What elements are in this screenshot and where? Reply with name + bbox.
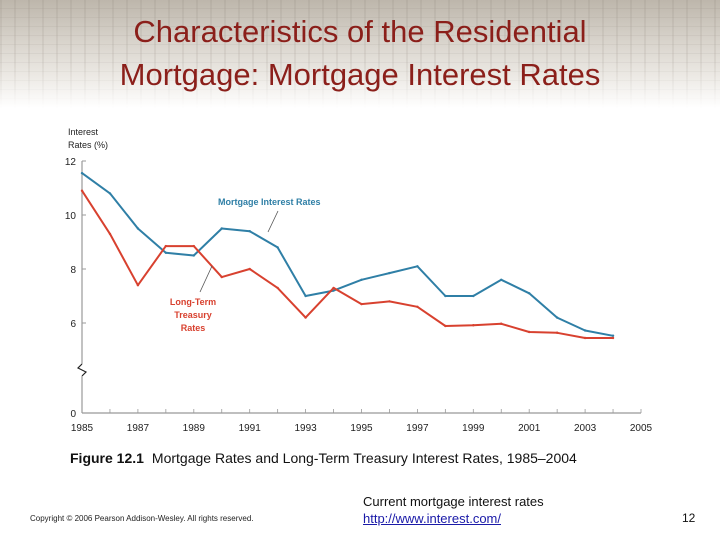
y-tick-label: 10	[65, 211, 77, 222]
treasury-rate-line-point	[248, 267, 251, 271]
x-tick-label: 1997	[406, 423, 429, 434]
x-tick-label: 1993	[294, 423, 317, 434]
treasury-series-label-line-2: Treasury	[174, 310, 212, 320]
treasury-rate-line-point	[360, 302, 363, 306]
treasury-rate-line-point	[192, 244, 195, 248]
y-axis-break	[76, 363, 88, 377]
mortgage-rate-line-point	[276, 246, 279, 249]
slide-title-line-2: Mortgage: Mortgage Interest Rates	[119, 57, 601, 92]
x-tick-label: 1987	[127, 423, 150, 434]
current-rates-text: Current mortgage interest rates	[363, 494, 544, 509]
treasury-rate-line-point	[80, 189, 84, 192]
slide-title: Characteristics of the Residential Mortg…	[0, 10, 720, 96]
treasury-series-label-line-1: Long-Term	[170, 297, 216, 307]
x-tick-label: 2003	[574, 423, 597, 434]
mortgage-rate-line-point	[388, 271, 391, 275]
y-tick-label: 8	[70, 265, 76, 276]
slide-number: 12	[682, 511, 696, 525]
x-tick-label: 2001	[518, 423, 541, 434]
treasury-rate-line-point	[472, 324, 475, 327]
treasury-rate-line-point	[555, 331, 559, 334]
mortgage-rate-line-point	[500, 278, 503, 281]
mortgage-rate-line-point	[136, 227, 140, 230]
mortgage-rate-line-point	[164, 251, 168, 254]
treasury-rate-line-point	[276, 286, 279, 290]
mortgage-rate-line-point	[80, 171, 84, 175]
x-tick-label: 1989	[183, 423, 206, 434]
mortgage-rate-line	[81, 172, 614, 337]
mortgage-rate-line-point	[528, 292, 531, 295]
x-tick-label: 1995	[350, 423, 373, 434]
treasury-rate-line-point	[332, 286, 335, 290]
y-axis-title-line-1: Interest	[68, 127, 99, 137]
x-tick-label: 1991	[239, 423, 262, 434]
mortgage-rate-line-point	[192, 254, 195, 257]
mortgage-series-label: Mortgage Interest Rates	[218, 197, 321, 207]
chart-axes	[76, 161, 641, 414]
mortgage-rate-line-point	[248, 230, 251, 233]
x-tick-label: 1999	[462, 423, 485, 434]
figure-caption: Figure 12.1 Mortgage Rates and Long-Term …	[70, 450, 577, 466]
treasury-rate-line-point	[583, 336, 587, 340]
x-tick-label: 2005	[630, 423, 653, 434]
current-rates-link[interactable]: http://www.interest.com/	[363, 511, 501, 526]
chart-ticks: 12 10 8 6 0 1985 1987 1989 1991 1993 1995 1997 1999 2…	[65, 157, 653, 434]
slide-title-line-1: Characteristics of the Residential	[133, 14, 587, 49]
mortgage-rate-line-point	[416, 265, 419, 268]
figure-caption-text: Mortgage Rates and Long-Term Treasury In…	[151, 450, 577, 466]
current-rates-block: Current mortgage interest rates http://w…	[363, 493, 544, 527]
copyright-notice: Copyright © 2006 Pearson Addison-Wesley.…	[30, 514, 254, 523]
mortgage-rate-line-point	[304, 294, 307, 298]
treasury-rate-line-point	[304, 316, 307, 319]
treasury-rate-line-point	[164, 244, 168, 248]
header-background	[0, 0, 720, 108]
y-tick-label: 0	[70, 409, 76, 420]
treasury-rate-line-point	[388, 300, 391, 303]
mortgage-rate-line-point	[611, 334, 615, 337]
treasury-rate-line-point	[416, 305, 419, 308]
interest-rate-chart: 12 10 8 6 0 1985 1987 1989 1991 1993 1995 1997 1999 2…	[65, 127, 653, 434]
mortgage-rate-line-point	[444, 294, 447, 298]
y-tick-label: 12	[65, 157, 77, 168]
treasury-rate-line-point	[611, 336, 615, 340]
mortgage-label-leader	[267, 210, 279, 233]
treasury-series-label-line-3: Rates	[181, 323, 206, 333]
treasury-label-leader	[199, 265, 213, 293]
mortgage-rate-line-point	[108, 192, 112, 195]
treasury-rate-line-point	[528, 330, 531, 334]
mortgage-rate-line-point	[583, 329, 587, 332]
x-tick-label: 1985	[71, 423, 94, 434]
y-axis-title-line-2: Rates (%)	[68, 140, 108, 150]
mortgage-rate-line-point	[555, 316, 559, 319]
chart-labels: Interest Rates (%) Mortgage Interest Rates…	[68, 127, 321, 333]
treasury-rate-line-point	[444, 324, 447, 328]
mortgage-rate-line-point	[360, 278, 363, 281]
mortgage-rate-line-point	[472, 294, 475, 298]
figure-label: Figure 12.1	[70, 450, 144, 466]
chart-lines	[80, 171, 615, 340]
mortgage-rate-line-point	[220, 227, 223, 230]
treasury-rate-line-point	[220, 275, 223, 279]
y-tick-label: 6	[70, 319, 76, 330]
treasury-rate-line	[81, 190, 613, 339]
treasury-rate-line-point	[108, 232, 112, 236]
treasury-rate-line-point	[500, 322, 503, 325]
treasury-rate-line-point	[136, 284, 140, 287]
